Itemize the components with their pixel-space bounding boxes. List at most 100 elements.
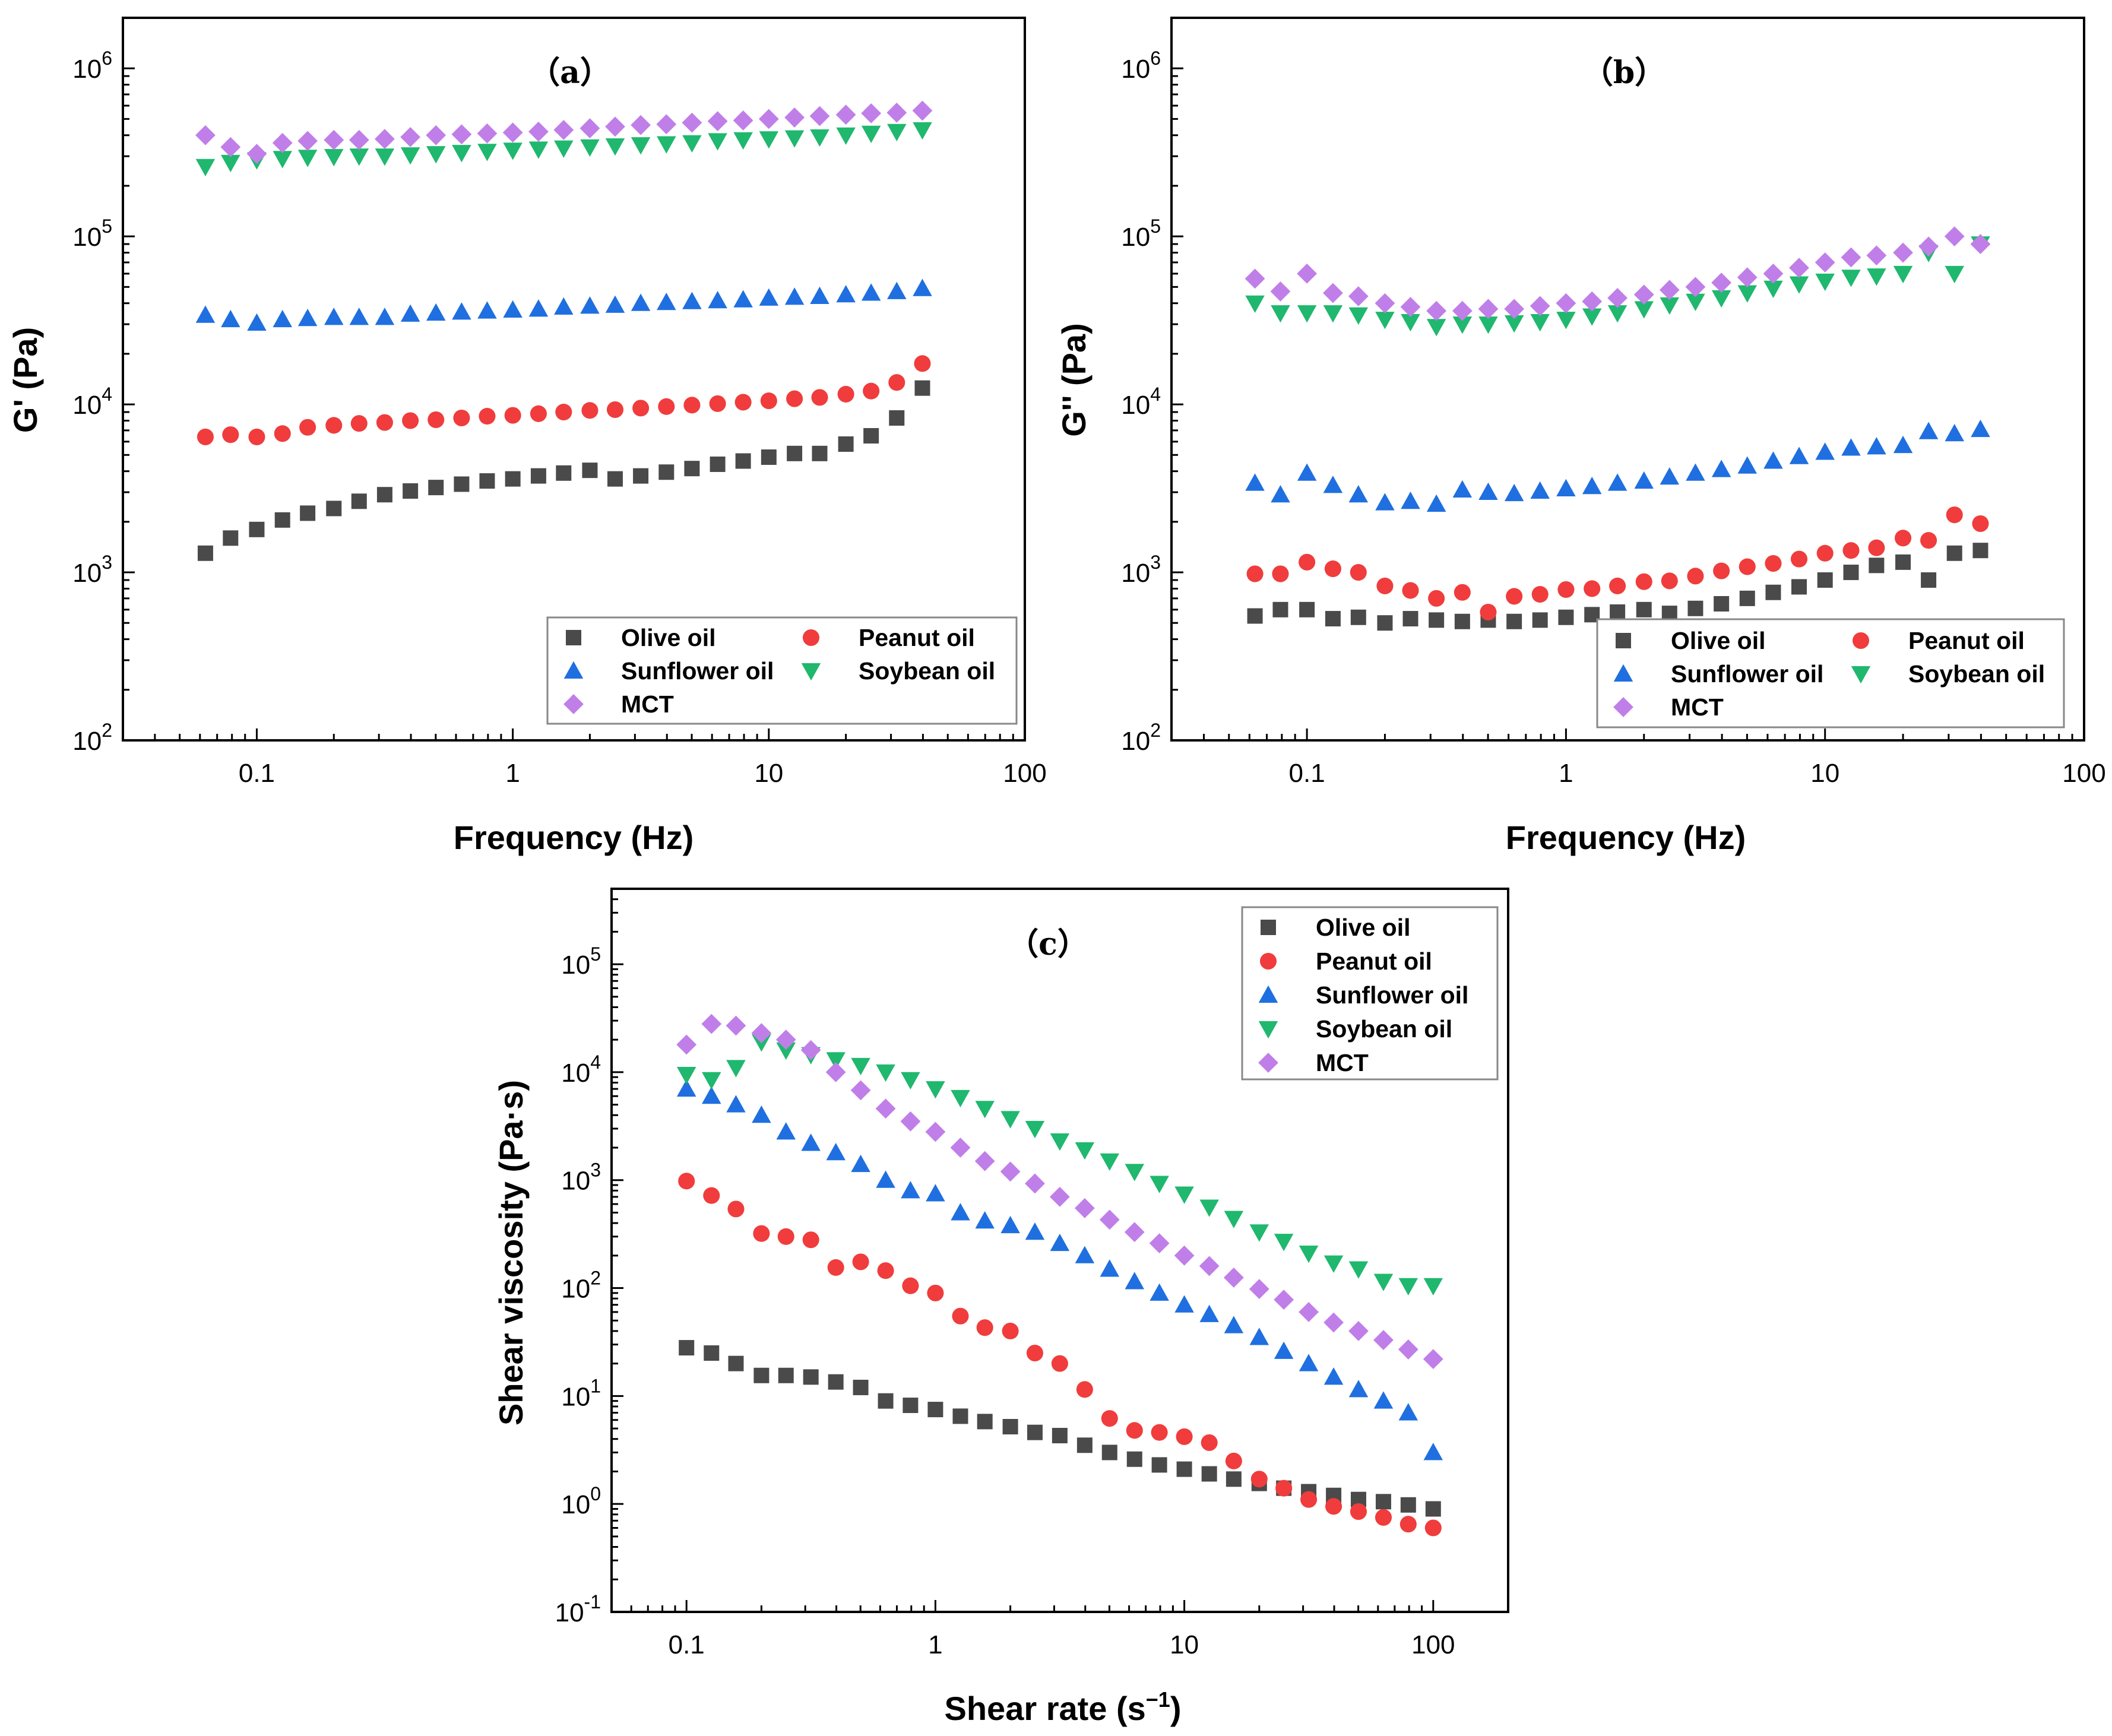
- y-tick-label: 103: [561, 1160, 601, 1196]
- data-point-mct: [656, 114, 677, 135]
- data-point-soybean: [1323, 305, 1343, 323]
- data-point-olive: [1558, 609, 1574, 625]
- data-point-peanut: [1350, 1503, 1367, 1520]
- data-point-sunflower: [349, 308, 369, 325]
- data-point-peanut: [428, 411, 445, 429]
- panel-c-data-points: [676, 1013, 1443, 1537]
- data-point-soybean: [1634, 301, 1654, 319]
- legend-marker-peanut: [1852, 632, 1870, 650]
- data-point-peanut: [1790, 550, 1808, 568]
- data-point-soybean: [580, 139, 600, 157]
- data-point-sunflower: [1423, 1443, 1443, 1461]
- series-mct: [1245, 226, 1991, 321]
- y-tick-label: 105: [561, 943, 601, 980]
- data-point-soybean: [605, 138, 625, 156]
- data-point-mct: [324, 129, 344, 150]
- data-point-mct: [900, 1111, 921, 1132]
- data-point-soybean: [1867, 268, 1886, 286]
- data-point-mct: [246, 144, 267, 164]
- y-tick-label: 100: [561, 1483, 601, 1519]
- data-point-sunflower: [726, 1095, 746, 1113]
- data-point-olive: [1226, 1471, 1242, 1487]
- data-point-sunflower: [1375, 493, 1395, 511]
- data-point-sunflower: [631, 293, 651, 311]
- data-point-olive: [376, 487, 392, 503]
- data-point-olive: [326, 500, 342, 517]
- data-point-olive: [1002, 1418, 1018, 1434]
- y-tick-base: 10: [1121, 223, 1150, 252]
- data-point-mct: [1348, 1320, 1369, 1341]
- panel-b-x-axis-title: Frequency (Hz): [1506, 819, 1746, 856]
- series-mct: [195, 100, 933, 164]
- y-tick-exponent: 6: [102, 47, 112, 69]
- y-tick-exponent: 6: [1150, 47, 1161, 69]
- y-tick-exponent: 4: [590, 1051, 601, 1073]
- series-olive: [197, 380, 930, 561]
- data-point-mct: [1000, 1161, 1021, 1182]
- x-tick-label: 1: [928, 1630, 942, 1659]
- data-point-sunflower: [1274, 1341, 1294, 1359]
- data-point-peanut: [1454, 584, 1471, 601]
- data-point-olive: [1350, 609, 1366, 625]
- data-point-mct: [1270, 281, 1291, 302]
- data-point-soybean: [851, 1057, 870, 1076]
- data-point-sunflower: [247, 313, 267, 331]
- data-point-sunflower: [876, 1170, 895, 1188]
- data-point-peanut: [914, 355, 931, 372]
- data-point-peanut: [852, 1253, 869, 1271]
- y-tick-base: 10: [1121, 559, 1150, 588]
- x-tick-label: 100: [1003, 759, 1046, 788]
- data-point-soybean: [528, 141, 549, 159]
- data-point-peanut: [1424, 1519, 1442, 1537]
- data-point-soybean: [554, 140, 574, 158]
- data-point-sunflower: [477, 301, 497, 319]
- data-point-mct: [1249, 1279, 1269, 1300]
- legend-label-olive: Olive oil: [1316, 914, 1411, 941]
- data-point-peanut: [1126, 1422, 1143, 1439]
- data-point-mct: [400, 126, 421, 147]
- data-point-peanut: [753, 1225, 770, 1242]
- data-point-mct: [1426, 300, 1447, 321]
- data-point-sunflower: [1660, 467, 1680, 485]
- data-point-olive: [704, 1345, 720, 1361]
- data-point-olive: [1325, 611, 1341, 627]
- data-point-soybean: [1556, 312, 1576, 330]
- data-point-soybean: [1711, 290, 1731, 308]
- data-point-olive: [556, 465, 572, 481]
- data-point-soybean: [400, 147, 420, 165]
- data-point-sunflower: [1025, 1222, 1045, 1240]
- data-point-sunflower: [1299, 1354, 1319, 1371]
- data-point-peanut: [1051, 1355, 1068, 1372]
- data-point-mct: [1099, 1209, 1120, 1230]
- data-point-soybean: [1582, 308, 1602, 326]
- data-point-olive: [1636, 601, 1652, 617]
- data-point-peanut: [1324, 560, 1341, 578]
- panel-c-x-axis-title-close: ): [1170, 1690, 1182, 1727]
- data-point-mct: [875, 1098, 896, 1119]
- data-point-sunflower: [975, 1211, 995, 1229]
- data-point-mct: [758, 109, 779, 129]
- data-point-soybean: [861, 125, 881, 143]
- y-tick-exponent: 4: [102, 384, 112, 405]
- data-point-soybean: [426, 146, 446, 164]
- data-point-peanut: [1375, 1509, 1392, 1526]
- data-point-olive: [223, 530, 239, 546]
- data-point-mct: [751, 1023, 772, 1044]
- data-point-sunflower: [657, 292, 676, 311]
- y-tick-exponent: 3: [590, 1160, 601, 1181]
- y-tick-base: 10: [1121, 727, 1150, 756]
- data-point-mct: [1918, 236, 1939, 257]
- data-point-soybean: [926, 1081, 945, 1099]
- panel-a-label: （a）: [529, 55, 611, 91]
- data-point-sunflower: [1000, 1215, 1020, 1234]
- data-point-sunflower: [752, 1105, 771, 1123]
- data-point-soybean: [1478, 316, 1498, 334]
- data-point-mct: [682, 112, 702, 133]
- x-tick-label: 0.1: [239, 759, 275, 788]
- data-point-mct: [1375, 293, 1395, 313]
- data-point-sunflower: [951, 1203, 970, 1221]
- panel-a-legend-box: [546, 616, 1018, 725]
